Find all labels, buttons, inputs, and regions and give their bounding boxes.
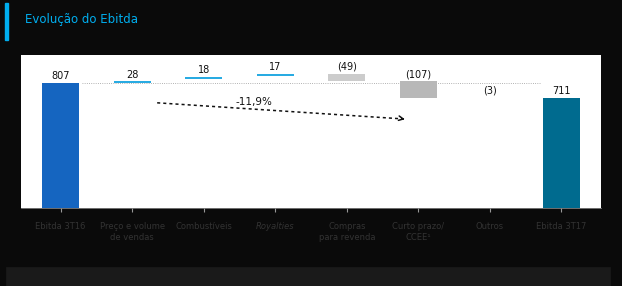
Text: (49): (49): [337, 62, 356, 72]
Text: Evolução do Ebitda: Evolução do Ebitda: [25, 13, 138, 26]
Bar: [328, 74, 365, 81]
Text: 711: 711: [552, 86, 570, 96]
Text: Preço e volume
de vendas: Preço e volume de vendas: [100, 222, 165, 242]
Text: (3): (3): [483, 86, 497, 96]
Bar: [400, 81, 437, 98]
Bar: [42, 83, 79, 208]
Text: 807: 807: [52, 72, 70, 82]
Text: Combustíveis: Combustíveis: [175, 222, 232, 231]
Text: Outros: Outros: [476, 222, 504, 231]
Bar: [257, 74, 294, 76]
Text: Royalties: Royalties: [256, 222, 295, 231]
Text: 28: 28: [126, 69, 138, 80]
Text: -11,9%: -11,9%: [235, 98, 272, 108]
Text: (107): (107): [406, 69, 432, 79]
Text: Ebitda 3T16: Ebitda 3T16: [35, 222, 86, 231]
Text: Ebitda 3T17: Ebitda 3T17: [536, 222, 587, 231]
Text: 18: 18: [198, 65, 210, 75]
Bar: [185, 77, 222, 79]
Text: 17: 17: [269, 62, 281, 72]
Bar: [114, 82, 151, 83]
Text: Curto prazo/
CCEE¹: Curto prazo/ CCEE¹: [392, 222, 444, 242]
Bar: [543, 98, 580, 208]
Text: Compras
para revenda: Compras para revenda: [318, 222, 375, 242]
